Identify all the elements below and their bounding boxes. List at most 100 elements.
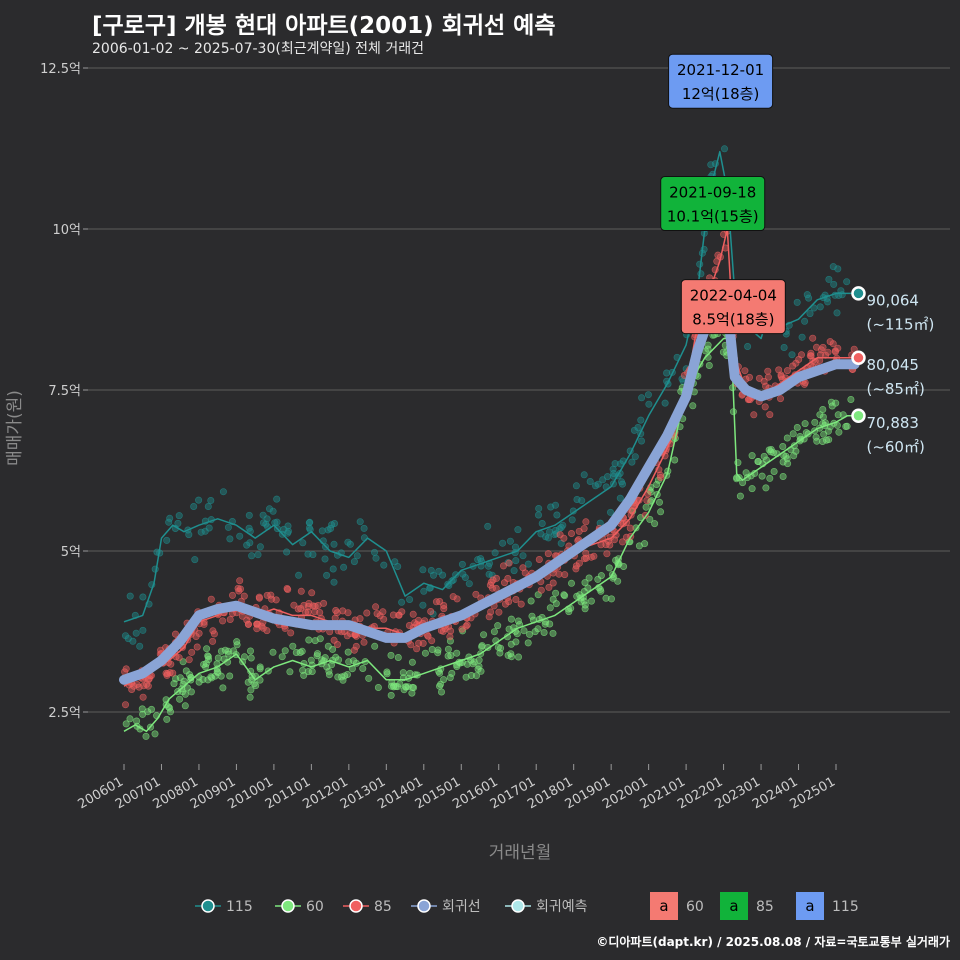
scatter-point-60 bbox=[760, 452, 768, 460]
scatter-point-85 bbox=[587, 553, 595, 561]
scatter-point-115 bbox=[630, 426, 638, 434]
scatter-point-115 bbox=[547, 503, 555, 511]
scatter-point-60 bbox=[581, 605, 589, 613]
scatter-point-115 bbox=[236, 532, 244, 540]
scatter-point-60 bbox=[278, 653, 286, 661]
scatter-point-85 bbox=[254, 620, 262, 628]
scatter-point-85 bbox=[783, 367, 791, 375]
scatter-point-85 bbox=[297, 587, 305, 595]
scatter-point-60 bbox=[387, 651, 395, 659]
scatter-point-60 bbox=[765, 446, 773, 454]
scatter-point-85 bbox=[446, 633, 454, 641]
scatter-point-85 bbox=[764, 367, 772, 375]
scatter-point-60 bbox=[790, 452, 798, 460]
legend-marker bbox=[281, 899, 295, 913]
scatter-point-85 bbox=[495, 608, 503, 616]
scatter-point-115 bbox=[256, 543, 264, 551]
scatter-point-60 bbox=[434, 649, 442, 657]
scatter-point-60 bbox=[421, 649, 429, 657]
scatter-point-85 bbox=[440, 605, 448, 613]
scatter-point-115 bbox=[645, 400, 653, 408]
scatter-point-115 bbox=[628, 458, 636, 466]
scatter-point-60 bbox=[344, 648, 352, 656]
scatter-point-115 bbox=[245, 524, 253, 532]
scatter-point-85 bbox=[795, 355, 803, 363]
scatter-point-85 bbox=[582, 549, 590, 557]
scatter-point-60 bbox=[671, 456, 679, 464]
scatter-point-60 bbox=[325, 671, 333, 679]
scatter-point-60 bbox=[540, 628, 548, 636]
scatter-point-60 bbox=[394, 653, 402, 661]
scatter-point-115 bbox=[816, 303, 824, 311]
scatter-point-60 bbox=[507, 615, 515, 623]
scatter-point-60 bbox=[584, 584, 592, 592]
scatter-point-60 bbox=[824, 427, 832, 435]
scatter-point-60 bbox=[736, 492, 744, 500]
scatter-point-85 bbox=[311, 608, 319, 616]
scatter-point-60 bbox=[402, 683, 410, 691]
scatter-point-60 bbox=[148, 705, 156, 713]
scatter-point-115 bbox=[435, 567, 443, 575]
scatter-point-115 bbox=[207, 496, 215, 504]
scatter-point-60 bbox=[183, 684, 191, 692]
scatter-point-85 bbox=[561, 571, 569, 579]
scatter-point-85 bbox=[409, 610, 417, 618]
scatter-point-85 bbox=[505, 559, 513, 567]
legend-marker bbox=[201, 899, 215, 913]
scatter-point-85 bbox=[175, 654, 183, 662]
scatter-point-115 bbox=[226, 535, 234, 543]
scatter-point-60 bbox=[339, 676, 347, 684]
annotations: 2021-12-01 12억(18층) 2021-09-18 10.1억(15층) 20… bbox=[660, 53, 786, 335]
scatter-point-85 bbox=[284, 585, 292, 593]
legend-label: 60 bbox=[306, 899, 324, 915]
y-axis-label: 매매가(원) bbox=[5, 390, 25, 466]
scatter-point-115 bbox=[534, 511, 542, 519]
scatter-point-115 bbox=[201, 527, 209, 535]
scatter-point-115 bbox=[825, 275, 833, 283]
scatter-point-85 bbox=[741, 367, 749, 375]
scatter-point-115 bbox=[537, 530, 545, 538]
scatter-point-60 bbox=[181, 690, 189, 698]
scatter-point-60 bbox=[219, 684, 227, 692]
scatter-point-115 bbox=[545, 528, 553, 536]
scatter-point-85 bbox=[643, 496, 651, 504]
scatter-point-115 bbox=[283, 548, 291, 556]
scatter-point-85 bbox=[575, 559, 583, 567]
scatter-point-60 bbox=[151, 730, 159, 738]
scatter-point-115 bbox=[306, 518, 314, 526]
scatter-point-85 bbox=[308, 589, 316, 597]
scatter-point-85 bbox=[458, 625, 466, 633]
scatter-point-60 bbox=[754, 457, 762, 465]
scatter-point-115 bbox=[269, 507, 277, 515]
scatter-point-85 bbox=[287, 629, 295, 637]
scatter-point-60 bbox=[296, 648, 304, 656]
scatter-point-60 bbox=[387, 691, 395, 699]
scatter-point-60 bbox=[437, 680, 445, 688]
scatter-point-60 bbox=[581, 579, 589, 587]
scatter-point-60 bbox=[819, 437, 827, 445]
scatter-point-115 bbox=[599, 476, 607, 484]
scatter-point-115 bbox=[248, 552, 256, 560]
scatter-point-60 bbox=[472, 672, 480, 680]
scatter-point-85 bbox=[128, 685, 136, 693]
scatter-point-60 bbox=[408, 689, 416, 697]
scatter-point-85 bbox=[363, 609, 371, 617]
scatter-point-60 bbox=[704, 345, 712, 353]
scatter-point-85 bbox=[424, 632, 432, 640]
scatter-point-60 bbox=[655, 498, 663, 506]
scatter-point-115 bbox=[678, 375, 686, 383]
scatter-point-60 bbox=[847, 395, 855, 403]
scatter-point-115 bbox=[744, 342, 752, 350]
scatter-point-60 bbox=[256, 663, 264, 671]
scatter-point-60 bbox=[494, 643, 502, 651]
scatter-point-85 bbox=[350, 646, 358, 654]
scatter-point-85 bbox=[356, 615, 364, 623]
forecast-value-60: 70,883 bbox=[866, 414, 919, 432]
scatter-point-60 bbox=[480, 631, 488, 639]
scatter-point-60 bbox=[496, 649, 504, 657]
scatter-point-60 bbox=[657, 508, 665, 516]
scatter-point-115 bbox=[224, 523, 232, 531]
scatter-point-60 bbox=[226, 672, 234, 680]
scatter-point-85 bbox=[453, 595, 461, 603]
